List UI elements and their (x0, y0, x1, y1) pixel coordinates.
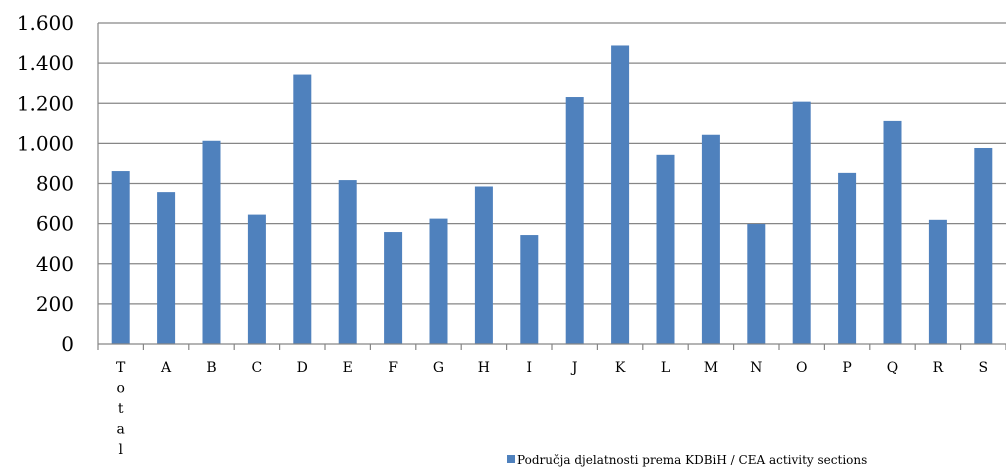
y-tick-label: 800 (36, 172, 74, 196)
bar (111, 171, 130, 344)
y-tick-label: 1.400 (17, 51, 74, 75)
x-tick-label: J (570, 360, 578, 376)
x-tick-label: O (796, 360, 807, 376)
bar (293, 74, 312, 345)
x-tick-label: I (527, 360, 533, 376)
y-tick-label: 400 (36, 252, 74, 276)
x-tick-label: F (388, 360, 398, 376)
bar (429, 218, 448, 344)
x-tick-label: H (478, 360, 490, 376)
bar (747, 224, 766, 344)
x-tick-label: C (252, 360, 263, 376)
bar (792, 101, 811, 345)
x-tick-label: N (750, 360, 762, 376)
bar (656, 154, 675, 344)
legend: Područja djelatnosti prema KDBiH / CEA a… (507, 453, 867, 467)
legend-swatch (507, 455, 515, 463)
x-tick-label: A (160, 360, 172, 376)
x-tick-label: P (842, 360, 851, 376)
bar (247, 214, 266, 344)
bar (338, 180, 357, 344)
y-tick-labels: 0 200 400 600 800 1.000 1.200 1.400 1.600 (17, 11, 74, 356)
x-tick-label: L (661, 360, 670, 376)
gridlines (98, 22, 1006, 305)
x-tick-label: S (979, 360, 989, 376)
x-tick-label: K (615, 360, 626, 376)
bar (157, 192, 176, 344)
bars (111, 45, 993, 345)
bar (974, 147, 993, 344)
bar (202, 140, 221, 344)
y-tick-label: 1.600 (17, 11, 74, 35)
bar (565, 97, 584, 344)
y-tick-label: 200 (36, 292, 74, 316)
y-tick-label: 0 (61, 332, 74, 356)
y-tick-label: 1.200 (17, 91, 74, 115)
y-tick-label: 600 (36, 212, 74, 236)
bar (611, 45, 630, 344)
x-tick-label: G (433, 360, 444, 376)
x-tick-label: B (206, 360, 216, 376)
bar (520, 235, 539, 344)
axes (97, 23, 1006, 350)
bar (883, 120, 902, 344)
x-tick-label: D (297, 360, 308, 376)
bar (384, 232, 403, 344)
bar (838, 172, 857, 344)
y-tick-label: 1.000 (17, 131, 74, 155)
bar (701, 134, 720, 344)
x-tick-label: E (343, 360, 353, 376)
legend-label: Područja djelatnosti prema KDBiH / CEA a… (517, 453, 867, 467)
bar (474, 186, 493, 344)
x-tick-label: R (933, 360, 944, 376)
x-tick-label: Q (887, 360, 898, 376)
x-tick-label: M (704, 360, 718, 376)
bar (928, 219, 947, 344)
